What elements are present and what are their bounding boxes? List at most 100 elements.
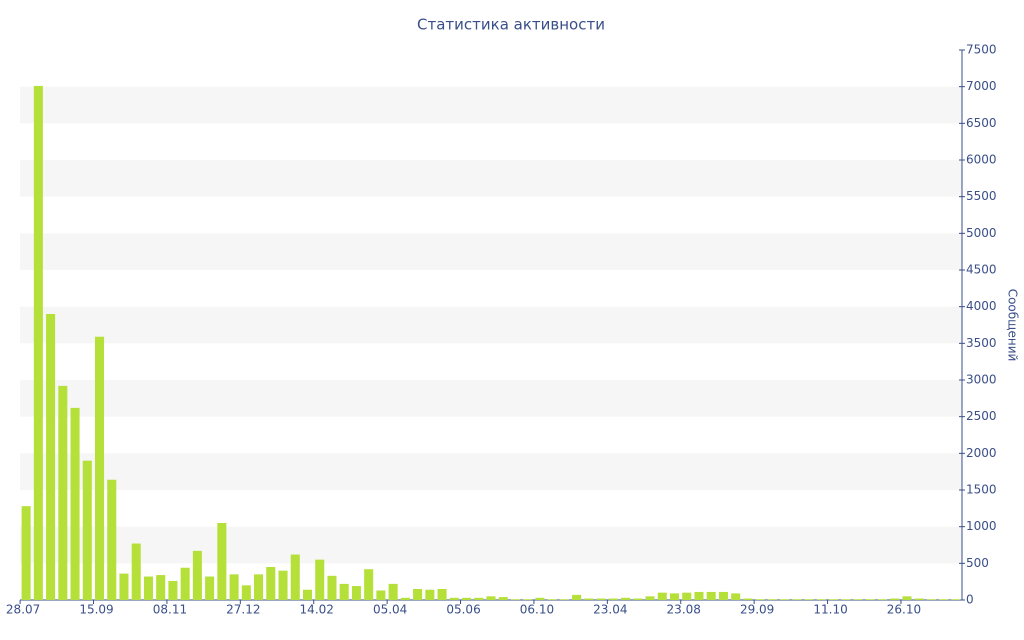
bar [413, 589, 423, 600]
y-tick-label: 2000 [966, 446, 997, 460]
bar [914, 598, 924, 600]
bar [449, 597, 459, 600]
bar [351, 586, 361, 600]
bar [621, 597, 631, 600]
bar [755, 599, 765, 600]
x-tick-label: 05.04 [373, 603, 407, 617]
bar [180, 567, 190, 600]
bar [743, 598, 753, 600]
bar [706, 591, 716, 600]
grid-band [20, 86, 962, 124]
bar [21, 506, 31, 600]
bar [559, 599, 569, 600]
grid-band [20, 160, 962, 197]
x-tick-label: 23.08 [667, 603, 701, 617]
y-tick-label: 3500 [966, 336, 997, 350]
y-tick-label: 500 [966, 556, 989, 570]
bar [645, 596, 655, 600]
bar [939, 599, 949, 600]
bar [462, 597, 472, 600]
bar [376, 590, 386, 600]
bar [572, 594, 582, 600]
bar [58, 385, 68, 600]
bar [131, 543, 141, 600]
bar [877, 599, 888, 600]
grid-band [20, 306, 962, 344]
bar [841, 599, 851, 600]
x-tick-label: 06.10 [520, 603, 554, 617]
bar [829, 599, 839, 600]
bar [192, 550, 202, 600]
bar [767, 599, 777, 600]
bar [731, 593, 741, 600]
bar [780, 599, 790, 600]
bar [792, 599, 802, 600]
grid-band [20, 453, 962, 490]
y-tick-label: 4500 [966, 263, 997, 277]
bar [865, 599, 875, 600]
bar [657, 592, 667, 600]
bar [143, 576, 153, 600]
y-tick-label: 6500 [966, 116, 997, 130]
grid-band [20, 380, 962, 417]
bar [241, 585, 251, 600]
y-tick-label: 6000 [966, 153, 997, 167]
bar [46, 314, 56, 600]
bar [119, 573, 129, 600]
bar [547, 599, 557, 600]
bar [535, 597, 545, 600]
bar [804, 599, 814, 600]
y-axis-label: Сообщений [1006, 289, 1020, 362]
chart-title: Статистика активности [417, 16, 605, 34]
bar [107, 479, 117, 600]
bar [82, 460, 92, 600]
y-tick-label: 5000 [966, 226, 997, 240]
x-tick-label: 15.09 [79, 603, 113, 617]
bar [229, 574, 239, 600]
x-tick-label: 26.10 [887, 603, 921, 617]
bar [608, 598, 618, 600]
bar [474, 597, 484, 600]
bar [596, 598, 606, 600]
x-tick-label: 11.10 [813, 603, 847, 617]
grid-band [20, 233, 962, 270]
bar [584, 598, 594, 600]
bar [217, 523, 227, 600]
bar [315, 559, 325, 600]
bar [278, 570, 288, 600]
bar [205, 576, 215, 600]
bar [633, 598, 643, 600]
x-tick-label: 27.12 [226, 603, 260, 617]
x-tick-label: 23.04 [593, 603, 627, 617]
bar [902, 596, 912, 600]
x-tick-label: 08.11 [153, 603, 187, 617]
bar [266, 567, 276, 600]
grid-band [20, 526, 962, 564]
bar [254, 574, 264, 600]
y-tick-label: 3000 [966, 373, 997, 387]
bar [669, 593, 680, 600]
bar [400, 597, 410, 600]
y-tick-label: 1500 [966, 483, 997, 497]
y-tick-label: 7000 [966, 79, 997, 93]
x-tick-label: 05.06 [446, 603, 480, 617]
y-tick-label: 4000 [966, 299, 997, 313]
bar [926, 599, 936, 600]
bar [70, 407, 80, 600]
y-tick-label: 0 [966, 593, 974, 607]
x-tick-label: 28.07 [6, 603, 40, 617]
x-tick-label: 14.02 [300, 603, 334, 617]
bar [951, 599, 961, 600]
bar [890, 598, 900, 600]
bar [718, 591, 728, 600]
y-tick-label: 5500 [966, 189, 997, 203]
bar [94, 336, 105, 600]
y-tick-label: 2500 [966, 409, 997, 423]
bar [523, 599, 533, 600]
bar [339, 583, 349, 600]
bar [510, 599, 520, 600]
bar [437, 589, 447, 600]
bar [694, 591, 704, 600]
bar [327, 575, 337, 600]
